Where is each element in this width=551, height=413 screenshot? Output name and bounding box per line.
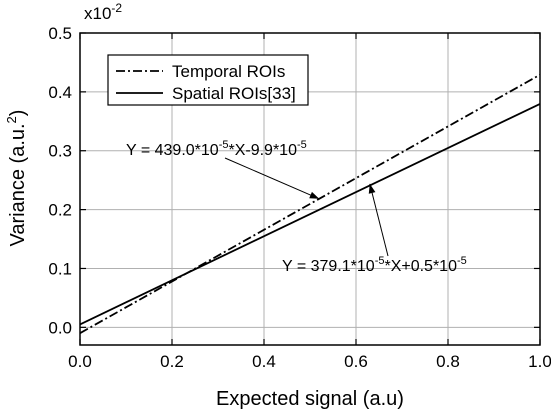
equation-part: Y = 379.1*10 [282,258,375,275]
y-tick-label: 0.3 [48,142,72,161]
legend: Temporal ROIs Spatial ROIs[33] [107,54,309,106]
x-tick-label: 0.4 [252,352,276,371]
y-tick-label: 0.0 [48,318,72,337]
legend-label: Temporal ROIs [172,62,285,81]
series-lines [79,73,541,334]
x-axis-label: Expected signal (a.u) [216,388,404,410]
equation-part: -5 [457,255,467,267]
spatial-rois-line [79,103,541,326]
y-tick-label: 0.5 [48,24,72,43]
temporal-eq-text: Y = 439.0*10-5*X-9.9*10-5 [126,139,307,159]
temporal-eq-arrow [224,157,320,200]
y-multiplier: x10-2 [84,1,122,23]
temporal-rois-line [79,73,541,334]
equation-part: -5 [297,139,307,151]
x-tick-label: 1.0 [528,352,551,371]
equation-part: -5 [219,139,229,151]
x-tick-label: 0.6 [344,352,368,371]
spatial-eq-arrow [369,183,389,257]
x-tick-label: 0.0 [68,352,92,371]
equation-part: Y = 439.0*10 [126,142,219,159]
y-tick-label: 0.4 [48,83,72,102]
equation-part: -5 [375,255,385,267]
y-axis-label: Variance (a.u.2) [4,110,29,247]
legend-label: Spatial ROIs[33] [172,84,296,103]
equation-part: *X+0.5*10 [384,258,457,275]
x-tick-label: 0.2 [160,352,184,371]
y-tick-label: 0.2 [48,201,72,220]
spatial-eq-arrow-head [368,183,376,194]
temporal-eq-arrow-head [309,191,320,199]
spatial-eq-text: Y = 379.1*10-5*X+0.5*10-5 [282,255,467,275]
equation-part: *X-9.9*10 [228,142,297,159]
y-tick-label: 0.1 [48,259,72,278]
x-tick-label: 0.8 [436,352,460,371]
annotations: Y = 439.0*10-5*X-9.9*10-5Y = 379.1*10-5*… [126,139,467,275]
legend-box [107,54,309,106]
plot-frame [79,32,541,346]
